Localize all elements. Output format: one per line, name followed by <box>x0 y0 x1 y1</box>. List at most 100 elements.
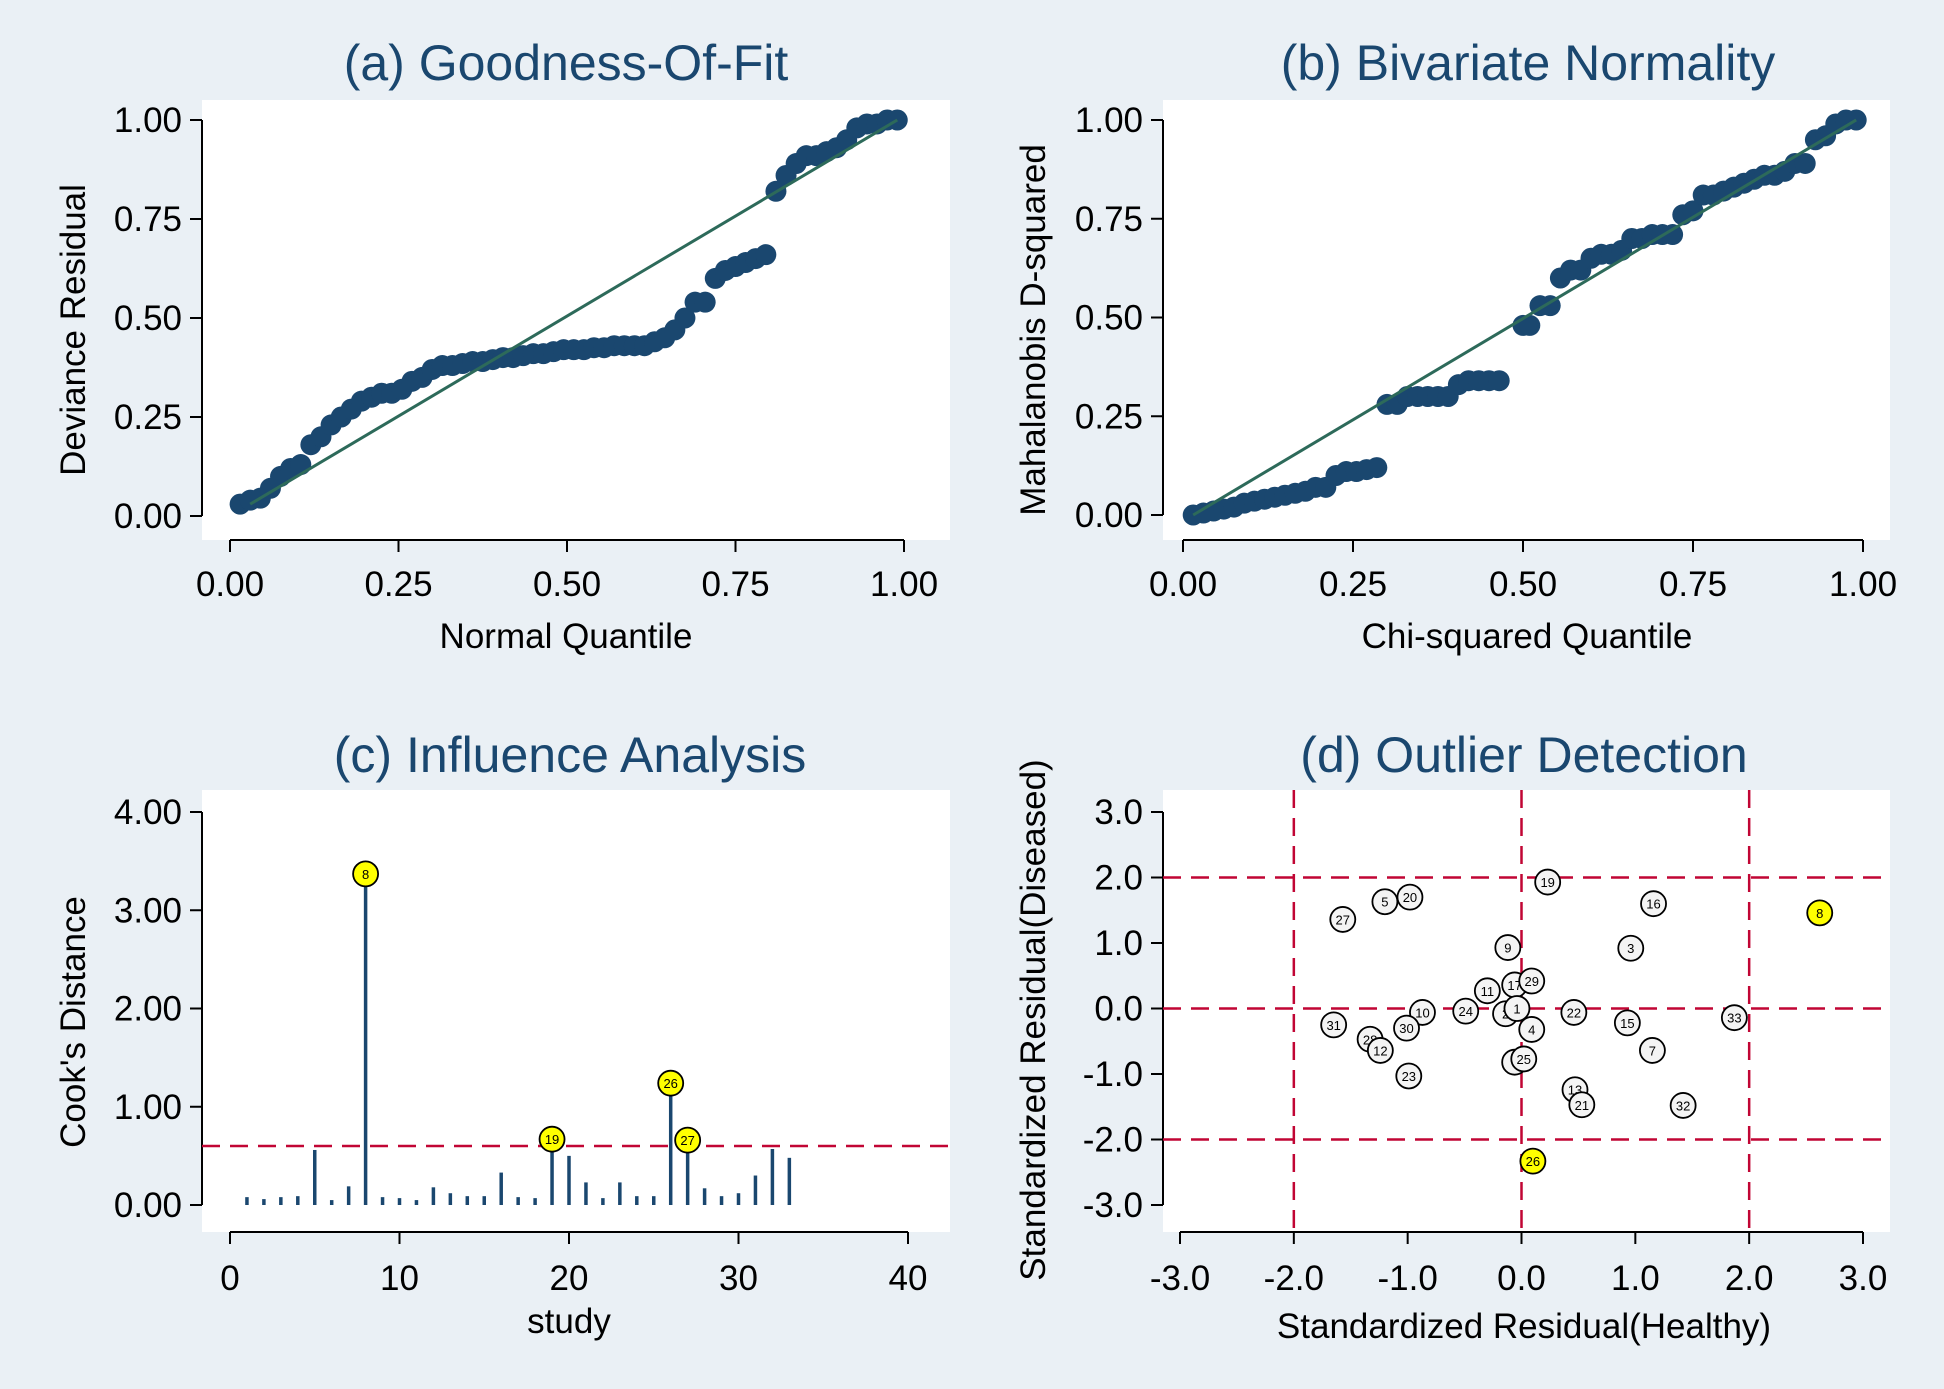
panel-d-point-marker <box>1503 995 1531 1022</box>
panel-a-xlabel: Normal Quantile <box>440 617 693 656</box>
panel-d-plot: -3.0 -2.0 -1.0 0.0 1.0 2.0 3.0 -3.0 -2.0 -1.0 0.0 1… <box>1083 790 1890 1298</box>
panel-d-point-marker <box>1329 906 1357 933</box>
panel-d-outlier-marker <box>1519 1147 1547 1175</box>
panel-d-point-label: 29 <box>1525 974 1539 989</box>
panel-b-fit-line <box>1192 118 1857 517</box>
panel-d-x-tick-label: 0.0 <box>1497 1259 1546 1298</box>
panel-a-plot: 0.00 0.25 0.50 0.75 1.00 0.00 0.25 0.50 0.75 1.00 <box>114 100 950 604</box>
panel-c-y-tick-label: 4.00 <box>114 793 182 832</box>
panel-d-point-label: 31 <box>1326 1018 1340 1033</box>
panel-c-y-tick-label: 3.00 <box>114 891 182 930</box>
panel-c: (c) Influence Analysis study Cook's Dist… <box>54 727 950 1341</box>
panel-a-ylabel: Deviance Residual <box>54 184 93 476</box>
panel-d-x-tick-label: -3.0 <box>1150 1259 1210 1298</box>
panel-a-plot-area <box>202 100 950 540</box>
panel-a-point <box>755 244 777 266</box>
panel-a-fit-line <box>249 118 899 506</box>
panel-d-point-label: 1 <box>1513 1002 1520 1017</box>
panel-b-point <box>1519 314 1541 336</box>
panel-d-point-label: 8 <box>1816 906 1823 921</box>
panel-d-point-marker <box>1640 890 1667 918</box>
panel-d-point-marker <box>1395 1062 1423 1090</box>
panel-b-x-tick-label: 0.75 <box>1659 565 1727 604</box>
panel-d-point-label: 32 <box>1676 1098 1690 1113</box>
panel-d-x-tick-label: 2.0 <box>1725 1259 1774 1298</box>
panel-d-point-label: 11 <box>1481 984 1495 999</box>
panel-d-x-tick-label: -1.0 <box>1378 1259 1438 1298</box>
panel-d-point-marker <box>1393 1014 1420 1042</box>
panel-b-title: (b) Bivariate Normality <box>1281 35 1776 91</box>
panel-d-x-tick-label: 1.0 <box>1611 1259 1660 1298</box>
panel-d-point-marker <box>1720 1004 1748 1032</box>
panel-c-highlight-label: 27 <box>680 1133 694 1148</box>
panel-d-x-tick-label: -2.0 <box>1264 1259 1324 1298</box>
panel-c-x-tick-label: 0 <box>220 1259 239 1298</box>
panel-b-x-tick-label: 0.25 <box>1319 565 1387 604</box>
panel-b-ylabel: Mahalanobis D-squared <box>1014 144 1053 516</box>
panel-b-y-tick-label: 0.25 <box>1075 397 1143 436</box>
panel-c-title: (c) Influence Analysis <box>334 727 806 783</box>
panel-a-y-tick-label: 0.50 <box>114 299 182 338</box>
panel-a-y-tick-label: 0.25 <box>114 398 182 437</box>
panel-d-xlabel: Standardized Residual(Healthy) <box>1277 1307 1771 1346</box>
panel-d-point-label: 15 <box>1620 1016 1634 1031</box>
panel-d-y-tick-label: 0.0 <box>1094 990 1143 1029</box>
panel-b-point <box>1366 457 1388 479</box>
panel-a-x-tick-label: 0.50 <box>533 565 601 604</box>
panel-b-point <box>1488 370 1510 392</box>
panel-d-title: (d) Outlier Detection <box>1300 727 1747 783</box>
panel-d-point-marker <box>1452 997 1480 1025</box>
panel-d-point-marker <box>1473 977 1501 1005</box>
panel-d-point-marker <box>1560 999 1588 1026</box>
panel-d-point-label: 3 <box>1627 941 1634 956</box>
panel-d-ylabel: Standardized Residual(Diseased) <box>1014 759 1053 1280</box>
panel-a-x-tick-label: 1.00 <box>870 565 938 604</box>
panel-a-x-tick-label: 0.75 <box>701 565 769 604</box>
panel-c-plot: 0 10 20 30 40 0.00 1.00 2.00 3.00 4.00 8 19 26 27 <box>114 790 950 1298</box>
panel-d-point-marker <box>1613 1009 1641 1037</box>
panel-c-x-tick-label: 40 <box>889 1259 928 1298</box>
panel-d-point-marker <box>1639 1037 1666 1064</box>
panel-a-point <box>674 307 696 329</box>
panel-a-point <box>694 291 716 313</box>
panel-b-point <box>1794 152 1816 174</box>
panel-d-point-marker <box>1518 1016 1546 1043</box>
panel-d-point-label: 17 <box>1507 978 1521 993</box>
panel-d-point-label: 20 <box>1403 890 1417 905</box>
panel-b-x-tick-label: 1.00 <box>1829 565 1897 604</box>
panel-d-point-label: 4 <box>1528 1022 1535 1037</box>
panel-d-point-marker <box>1518 967 1546 995</box>
panel-c-highlight-label: 8 <box>362 867 369 882</box>
panel-b-y-tick-label: 0.50 <box>1075 299 1143 338</box>
panel-d-y-tick-label: -1.0 <box>1083 1055 1143 1094</box>
panel-d-point-label: 33 <box>1727 1011 1741 1026</box>
panel-c-ylabel: Cook's Distance <box>54 896 93 1148</box>
panel-d-y-tick-label: 1.0 <box>1094 924 1143 963</box>
panel-d-point-label: 10 <box>1415 1005 1429 1020</box>
panel-a-y-tick-label: 0.00 <box>114 497 182 536</box>
panel-d-point-label: 9 <box>1504 941 1511 956</box>
panel-d-point-marker <box>1568 1091 1596 1119</box>
panel-d-point-label: 25 <box>1517 1052 1531 1067</box>
panel-d-point-label: 21 <box>1575 1098 1589 1113</box>
panel-c-plot-area <box>202 790 950 1232</box>
panel-d-point-label: 27 <box>1336 912 1350 927</box>
panel-d-point-marker <box>1617 934 1645 962</box>
panel-d-y-tick-label: 2.0 <box>1094 859 1143 898</box>
panel-c-y-tick-label: 2.00 <box>114 990 182 1029</box>
panel-a-x-tick-label: 0.00 <box>196 565 264 604</box>
panel-d-point-label: 19 <box>1540 875 1554 890</box>
panel-d-x-tick-label: 3.0 <box>1839 1259 1888 1298</box>
panel-d-point-label: 30 <box>1399 1021 1413 1036</box>
panel-d-point-label: 12 <box>1373 1043 1387 1058</box>
panel-a-y-tick-label: 0.75 <box>114 200 182 239</box>
panel-b-xlabel: Chi-squared Quantile <box>1362 617 1693 656</box>
panel-d-point-label: 22 <box>1567 1005 1581 1020</box>
panel-d-point-marker <box>1396 883 1424 911</box>
panel-d-y-tick-label: -3.0 <box>1083 1186 1143 1225</box>
panel-d-point-label: 5 <box>1381 895 1388 910</box>
panel-d-point-marker <box>1409 999 1436 1026</box>
panel-d-y-tick-label: 3.0 <box>1094 793 1143 832</box>
panel-c-highlight-marker <box>352 860 380 888</box>
